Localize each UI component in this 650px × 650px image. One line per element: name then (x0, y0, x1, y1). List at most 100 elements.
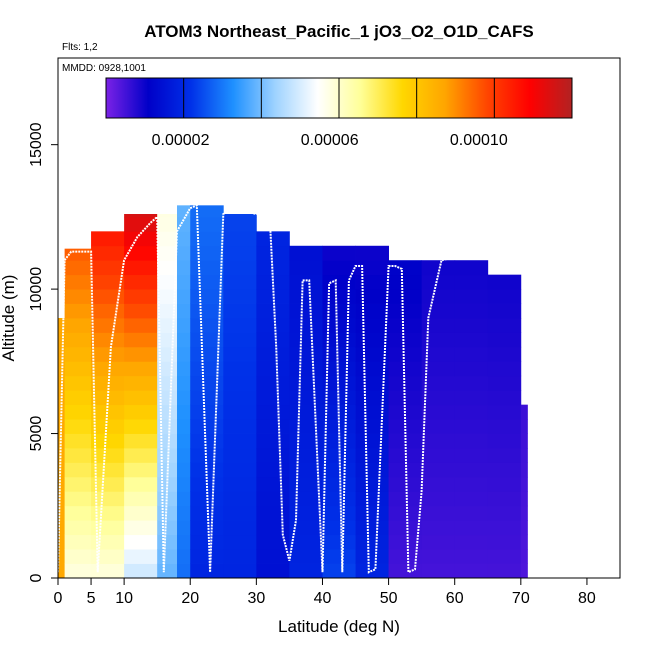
heatmap-cell (388, 476, 423, 492)
heatmap-cell (256, 245, 290, 261)
heatmap-cell (487, 520, 522, 536)
heatmap-cell (355, 390, 389, 406)
heatmap-cell (454, 476, 489, 492)
heatmap-cell (223, 214, 257, 218)
heatmap-cell (256, 419, 290, 434)
heatmap-cell (223, 260, 257, 276)
heatmap-cell (388, 318, 423, 333)
heatmap-cell (177, 205, 191, 218)
heatmap-cell (124, 216, 158, 232)
heatmap-cell (454, 549, 489, 564)
heatmap-cell (223, 520, 257, 536)
heatmap-cell (124, 375, 158, 391)
heatmap-cell (289, 404, 323, 420)
heatmap-cell (454, 520, 489, 536)
heatmap-cell (454, 375, 489, 391)
heatmap-cell (177, 332, 191, 348)
heatmap-cell (223, 563, 257, 579)
heatmap-cell (487, 419, 522, 434)
heatmap-cell (157, 520, 178, 536)
heatmap-cell (388, 260, 423, 276)
heatmap-cell (256, 534, 290, 550)
heatmap-cell (487, 505, 522, 521)
heatmap-cell (157, 375, 178, 391)
heatmap-cell (177, 216, 191, 232)
heatmap-cell (355, 419, 389, 434)
heatmap-cell (256, 390, 290, 406)
heatmap-cell (91, 433, 125, 449)
heatmap-cell (256, 563, 290, 579)
heatmap-cell (520, 505, 528, 521)
heatmap-cell (421, 260, 456, 276)
heatmap-cell (223, 274, 257, 290)
heatmap-cell (322, 534, 356, 550)
heatmap-cell (91, 289, 125, 304)
heatmap-cell (177, 419, 191, 434)
heatmap-cell (454, 448, 489, 463)
heatmap-cell (322, 260, 356, 276)
heatmap-cell (190, 332, 224, 348)
heatmap-cell (91, 476, 125, 492)
flight-track (57, 203, 522, 574)
heatmap-cell (454, 491, 489, 507)
heatmap-cell (289, 419, 323, 434)
heatmap-cell (64, 260, 92, 276)
x-tick-label: 5 (87, 590, 96, 607)
heatmap-cell (124, 214, 158, 218)
heatmap-cell (322, 289, 356, 304)
flights-note: Flts: 1,2 (62, 42, 98, 53)
heatmap-cell (190, 260, 224, 276)
heatmap-cell (58, 476, 66, 492)
heatmap-cell (64, 404, 92, 420)
heatmap-cell (64, 563, 92, 579)
x-tick-label: 50 (380, 590, 398, 607)
heatmap-cell (58, 332, 66, 348)
heatmap-cell (124, 448, 158, 463)
heatmap-cell (487, 390, 522, 406)
heatmap-cell (421, 332, 456, 348)
heatmap-cell (124, 491, 158, 507)
y-tick-label: 15000 (28, 122, 45, 167)
heatmap-cell (157, 505, 178, 521)
heatmap-cell (190, 289, 224, 304)
heatmap-cell (124, 332, 158, 348)
heatmap-cell (355, 462, 389, 478)
colorbar: 0.00002 0.00006 0.00010 (105, 77, 573, 149)
heatmap-cell (421, 346, 456, 362)
x-axis: 0 5 10 20 30 40 50 60 70 80 (54, 578, 596, 607)
colorbar-tick-label: 0.00006 (301, 132, 359, 149)
heatmap-cell (58, 462, 66, 478)
heatmap-cell (487, 332, 522, 348)
heatmap-cell (91, 260, 125, 276)
heatmap-cell (388, 448, 423, 463)
heatmap-cell (157, 549, 178, 564)
heatmap-cell (388, 491, 423, 507)
heatmap-cell (124, 274, 158, 290)
heatmap-cell (157, 231, 178, 247)
heatmap-cell (256, 433, 290, 449)
heatmap-cell (157, 534, 178, 550)
heatmap-cell (64, 534, 92, 550)
heatmap-cell (190, 231, 224, 247)
heatmap-cell (388, 361, 423, 377)
heatmap-cell (355, 549, 389, 564)
heatmap-cell (322, 433, 356, 449)
heatmap-cell (355, 332, 389, 348)
heatmap-cell (355, 303, 389, 319)
heatmap-cell (355, 245, 389, 261)
heatmap-cell (256, 505, 290, 521)
heatmap-cell (190, 419, 224, 434)
heatmap-cell (190, 520, 224, 536)
heatmap-cell (289, 491, 323, 507)
heatmap-cell (177, 549, 191, 564)
heatmap-cell (421, 318, 456, 333)
heatmap-cell (64, 491, 92, 507)
heatmap-cell (177, 318, 191, 333)
heatmap-cell (124, 476, 158, 492)
heatmap-cell (124, 404, 158, 420)
heatmap-cell (91, 419, 125, 434)
x-tick-label: 30 (247, 590, 265, 607)
heatmap-cell (388, 375, 423, 391)
heatmap-cell (157, 214, 178, 218)
heatmap-cell (289, 433, 323, 449)
